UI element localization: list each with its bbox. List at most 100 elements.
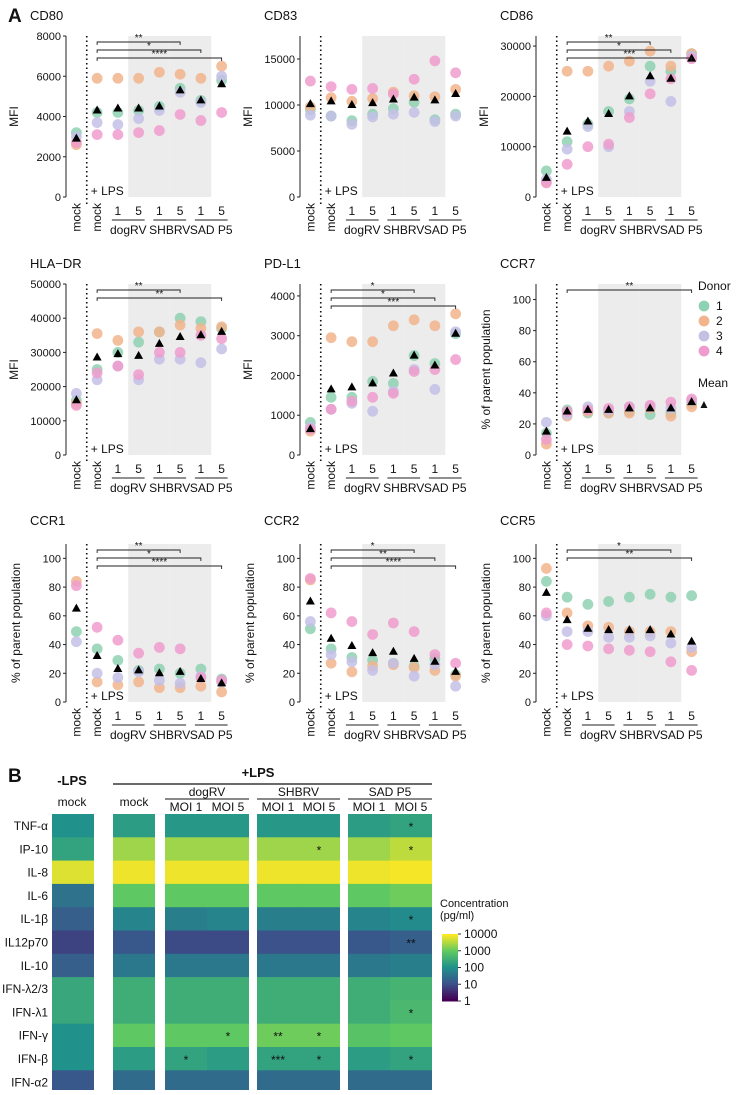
x-tick-label: 5 <box>605 204 612 218</box>
mean-marker <box>409 350 419 359</box>
significance-label: * <box>617 541 621 552</box>
x-tick-label: 1 <box>198 709 205 723</box>
x-tick-label: 5 <box>647 462 654 476</box>
heatmap-cell <box>257 1023 299 1048</box>
mean-marker <box>326 96 336 105</box>
significance-label: ** <box>135 541 143 552</box>
donor-2-point <box>367 336 379 348</box>
heatmap-cell <box>298 1070 340 1094</box>
heatmap-cell <box>348 1000 390 1025</box>
x-tick-label: mock <box>90 202 104 232</box>
x-tick-label: 1 <box>668 204 675 218</box>
legend-donor-swatch <box>698 300 710 312</box>
heatmap-cell <box>390 837 432 861</box>
y-tick-label: 100 <box>43 553 61 565</box>
heatmap-cell <box>165 1070 207 1094</box>
colorbar-step <box>442 957 458 961</box>
heatmap-cell <box>257 883 299 908</box>
heatmap-cell <box>257 930 299 955</box>
x-tick-label: mock <box>324 460 338 490</box>
donor-4-point <box>216 333 228 345</box>
donor-3-point <box>561 626 573 638</box>
y-axis-label: MFI <box>477 106 491 127</box>
heatmap-row-label: IFN-β <box>18 1052 48 1066</box>
colorbar-step <box>442 999 458 1002</box>
donor-1-point <box>540 575 552 587</box>
heatmap-cell <box>298 953 340 978</box>
lps-label: + LPS <box>561 184 594 198</box>
y-tick-label: 0 <box>55 450 61 462</box>
virus-label: SAD P5 <box>424 481 467 495</box>
plus-lps-label: +LPS <box>242 765 275 780</box>
y-tick-label: 20000 <box>500 91 531 103</box>
heatmap-cell <box>52 930 94 955</box>
colorbar-step <box>442 971 458 974</box>
donor-1-point <box>133 336 145 348</box>
y-tick-label: 100 <box>277 553 295 565</box>
mean-marker <box>113 349 123 358</box>
panel-title: CD86 <box>500 8 533 23</box>
donor-2-point <box>561 607 573 619</box>
virus-label: SHBRV <box>619 481 660 495</box>
colorbar-step <box>442 985 458 988</box>
heatmap-panel: TNF-α IP-10 IL-8 IL-6 IL-1β IL12p70 IL-10 IFN-λ… <box>2 765 509 1094</box>
mean-marker <box>604 108 614 117</box>
panel-label-b: B <box>8 766 22 787</box>
heatmap-cell <box>348 1047 390 1071</box>
donor-3-point <box>367 665 379 676</box>
heatmap-cell <box>165 837 207 861</box>
donor-4-point <box>561 639 573 650</box>
x-tick-label: 5 <box>688 709 695 723</box>
y-tick-label: 20 <box>283 668 295 680</box>
heatmap-cell <box>165 1023 207 1048</box>
colorbar-tick-label: 1000 <box>464 944 491 958</box>
donor-4-point <box>195 115 207 126</box>
donor-4-point <box>133 369 145 381</box>
lps-label: + LPS <box>561 689 594 703</box>
heatmap-cell <box>298 1000 340 1025</box>
mean-marker <box>430 95 440 104</box>
mean-marker <box>541 587 551 596</box>
x-tick-label: 1 <box>390 204 397 218</box>
x-tick-label: 1 <box>668 709 675 723</box>
heatmap-row-label: IFN-λ2/3 <box>2 982 48 996</box>
colorbar-step <box>442 991 458 994</box>
donor-4-point <box>133 127 145 138</box>
donor-2-point <box>91 328 103 339</box>
mean-marker <box>134 103 144 112</box>
donor-4-point <box>429 55 441 67</box>
heatmap-cell <box>113 930 155 955</box>
legend-mean-title: Mean <box>698 376 728 390</box>
donor-2-point <box>325 332 337 344</box>
x-tick-label: 5 <box>411 709 418 723</box>
heatmap-cell <box>113 1023 155 1048</box>
donor-4-point <box>367 391 379 403</box>
y-axis-label: MFI <box>241 359 255 380</box>
mean-marker <box>368 648 378 657</box>
x-tick-label: 1 <box>626 462 633 476</box>
mean-marker <box>326 384 336 393</box>
mean-marker <box>583 623 593 632</box>
mean-marker <box>71 133 81 142</box>
x-tick-label: mock <box>560 707 574 737</box>
x-tick-label: 1 <box>585 709 592 723</box>
y-axis-label: % of parent population <box>479 563 493 683</box>
donor-2-point <box>133 72 145 84</box>
legend-donor-label: 1 <box>716 299 723 313</box>
donor-2-point <box>603 60 615 72</box>
mean-marker <box>645 625 655 634</box>
heatmap-cell <box>52 1047 94 1071</box>
heatmap-cell <box>165 930 207 955</box>
heatmap-cell <box>207 883 249 908</box>
mean-marker <box>388 368 398 377</box>
donor-3-point <box>70 636 82 648</box>
x-tick-label: mock <box>303 707 317 737</box>
donor-3-point <box>325 110 337 122</box>
donor-3-point <box>91 117 103 128</box>
donor-1-point <box>665 591 677 603</box>
y-tick-label: 60 <box>283 611 295 623</box>
significance-bracket <box>330 549 415 553</box>
x-tick-label: mock <box>324 202 338 232</box>
